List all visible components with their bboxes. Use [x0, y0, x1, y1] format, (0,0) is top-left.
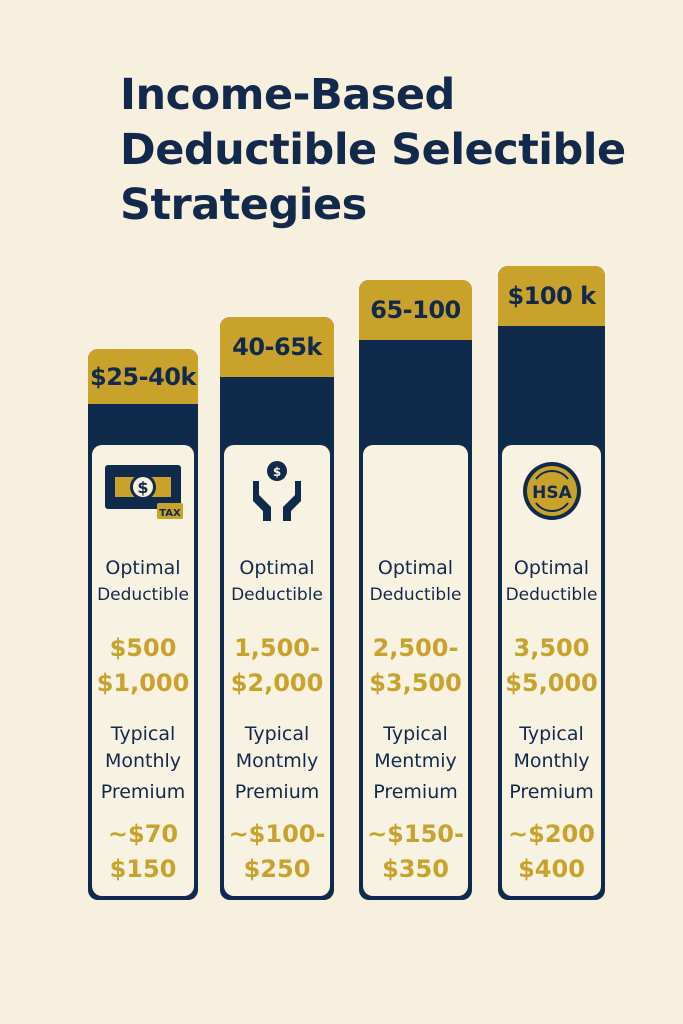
- title-line: Income-Based: [120, 70, 455, 120]
- premium-value: ~$150- $350: [367, 820, 464, 883]
- premium-value: ~$200 $400: [508, 820, 595, 883]
- income-range-label: 40-65k: [220, 317, 334, 377]
- deductible-value: 2,500- $3,500: [369, 634, 462, 697]
- hands-coin-icon: $: [253, 461, 301, 521]
- income-range-label: $100 k: [498, 266, 605, 326]
- page-title: Income-Based Deductible Selectible Strat…: [120, 68, 660, 233]
- premium-value: ~$100- $250: [228, 820, 326, 883]
- svg-text:TAX: TAX: [159, 508, 181, 519]
- income-column-2: 40-65k $ Optimal Deductible 1,500- $2,000 …: [220, 317, 334, 900]
- deductible-label: Optimal Deductible: [231, 557, 323, 605]
- deductible-value: 3,500 $5,000: [505, 634, 598, 697]
- income-column-3: 65-100 Optimal Deductible 2,500- $3,500 Ty…: [359, 280, 472, 900]
- title-line: Deductible Selectible: [120, 125, 626, 175]
- income-range-label: $25-40k: [88, 349, 198, 404]
- income-range-label: 65-100: [359, 280, 472, 340]
- money-tax-icon: $ TAX: [105, 465, 183, 519]
- premium-label: Typical Monthly Premium: [509, 723, 594, 803]
- deductible-value: 1,500- $2,000: [230, 634, 324, 697]
- svg-text:HSA: HSA: [532, 483, 572, 503]
- premium-label: Typical Monthly Premium: [100, 723, 186, 803]
- strategy-card: $ TAX Optimal Deductible $500 $1,000 Typic…: [92, 445, 194, 896]
- deductible-value: $500 $1,000: [96, 634, 190, 697]
- income-column-1: $25-40k $ TAX Optimal Deductible $500 $1,0…: [88, 349, 198, 900]
- title-line: Strategies: [120, 180, 367, 230]
- strategy-card: $ Optimal Deductible 1,500- $2,000 Typical…: [224, 445, 330, 896]
- premium-value: ~$70 $150: [107, 820, 179, 883]
- strategy-card: HSA Optimal Deductible 3,500 $5,000 Typica…: [502, 445, 601, 896]
- deductible-label: Optimal Deductible: [97, 557, 189, 605]
- strategy-card: Optimal Deductible 2,500- $3,500 Typical Me…: [363, 445, 468, 896]
- svg-text:$: $: [273, 465, 281, 479]
- hsa-coin-icon: HSA: [522, 462, 581, 520]
- income-column-4: $100 k HSA Optimal Deductible 3,500 $5,000…: [498, 266, 605, 900]
- svg-text:$: $: [137, 478, 148, 497]
- premium-label: Typical Montmly Premium: [234, 723, 320, 803]
- deductible-label: Optimal Deductible: [505, 557, 598, 605]
- premium-label: Typical Mentmiy Premium: [373, 723, 458, 803]
- deductible-label: Optimal Deductible: [369, 557, 462, 605]
